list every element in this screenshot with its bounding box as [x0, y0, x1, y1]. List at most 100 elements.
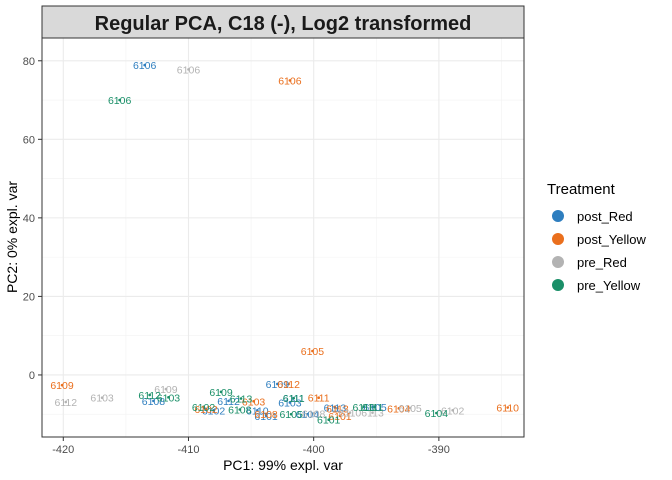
data-point: [373, 405, 377, 409]
point-label: 6104: [296, 409, 320, 421]
data-point: [64, 400, 68, 404]
point-label: 6113: [326, 403, 349, 415]
y-axis-title: PC2: 0% expl. var: [4, 181, 20, 293]
point-label: 6106: [108, 95, 132, 107]
x-tick-label: -400: [303, 444, 325, 456]
panel-border: [41, 37, 525, 438]
data-point: [451, 408, 454, 412]
point-label: 6106: [133, 60, 157, 72]
point-label: 6113: [361, 408, 384, 420]
data-point: [239, 397, 243, 400]
data-point: [333, 406, 337, 409]
data-point: [256, 408, 259, 412]
point-label: 6103: [90, 393, 114, 405]
point-label: 6102: [192, 402, 216, 414]
point-label: 6105: [301, 346, 325, 358]
point-label: 6109: [50, 380, 74, 392]
data-point: [187, 68, 190, 71]
point-label: 6101: [254, 411, 278, 423]
x-axis-ticks: -420 -410 -400 -390: [52, 437, 450, 456]
data-point: [371, 411, 374, 414]
chart-title: Regular PCA, C18 (-), Log2 transformed: [95, 13, 472, 35]
point-label: 6103: [242, 396, 266, 408]
data-point: [204, 407, 208, 411]
data-point: [264, 414, 268, 418]
point-labels: 6106610961086102611261106101610361116113…: [50, 60, 519, 427]
data-point: [167, 396, 170, 399]
point-label: 6109: [266, 379, 290, 391]
data-point: [336, 407, 339, 410]
point-label: 6101: [328, 411, 352, 423]
data-point: [371, 405, 374, 409]
point-label: 6108: [254, 409, 278, 421]
legend-key: [552, 256, 564, 268]
point-label: 6106: [278, 75, 302, 87]
point-label: 6111: [362, 402, 384, 414]
grid-lines: [42, 38, 524, 437]
point-label: 6102: [441, 405, 465, 417]
data-point: [317, 396, 320, 400]
data-point: [227, 399, 230, 403]
point-label: 6105: [279, 409, 303, 421]
data-point: [348, 411, 352, 414]
data-point: [306, 412, 309, 416]
data-point: [118, 98, 121, 102]
data-point: [288, 79, 292, 82]
point-label: 6110: [496, 403, 519, 415]
data-point: [327, 418, 330, 422]
data-point: [287, 382, 290, 386]
point-label: 6108: [228, 405, 252, 417]
point-label: 6109: [209, 387, 233, 399]
point-label: 6101: [317, 415, 341, 427]
data-point: [311, 349, 314, 353]
data-point: [152, 399, 155, 403]
point-label: 6108: [302, 408, 326, 420]
y-tick-label: 60: [23, 134, 35, 146]
point-label: 6111: [283, 393, 305, 405]
data-point: [219, 390, 223, 394]
data-point: [100, 396, 104, 400]
title-strip: [41, 5, 525, 39]
legend-label: post_Red: [577, 209, 633, 224]
legend-title: Treatment: [547, 181, 616, 198]
point-label: 6112: [54, 397, 77, 409]
data-point: [408, 406, 412, 410]
data-point: [238, 408, 242, 411]
y-axis-ticks: 0 20 40 60 80: [23, 56, 42, 382]
data-point: [312, 412, 315, 415]
data-points: [60, 63, 510, 422]
point-label: 6103: [278, 397, 302, 409]
data-point: [202, 405, 205, 409]
x-tick-label: -390: [428, 444, 450, 456]
point-label: 6110: [246, 405, 269, 417]
point-label: 6104: [425, 408, 449, 420]
data-point: [435, 411, 438, 415]
legend-label: pre_Yellow: [577, 278, 641, 293]
data-point: [143, 63, 146, 67]
data-point: [292, 396, 295, 400]
data-point: [362, 405, 366, 409]
point-label: 6110: [352, 402, 375, 414]
point-label: 6109: [154, 384, 178, 396]
legend: Treatment post_Red post_Yellow pre_Red pre_…: [547, 181, 647, 293]
x-tick-label: -420: [52, 444, 74, 456]
point-label: 6103: [157, 392, 181, 404]
data-point: [276, 382, 279, 386]
legend-key: [552, 233, 564, 245]
point-label: 6106: [177, 64, 201, 76]
data-point: [289, 412, 293, 416]
y-tick-label: 40: [23, 213, 35, 225]
point-label: 6108: [142, 396, 166, 408]
point-label: 6105: [398, 403, 422, 415]
point-label: 6110: [339, 408, 362, 420]
data-point: [60, 383, 64, 387]
y-tick-label: 0: [29, 370, 35, 382]
data-point: [264, 412, 268, 416]
point-label: 6113: [324, 403, 347, 415]
point-label: 6105: [363, 402, 387, 414]
legend-label: pre_Red: [577, 255, 627, 270]
point-label: 6102: [202, 405, 226, 417]
point-label: 6102: [194, 404, 218, 416]
data-point: [148, 393, 151, 397]
